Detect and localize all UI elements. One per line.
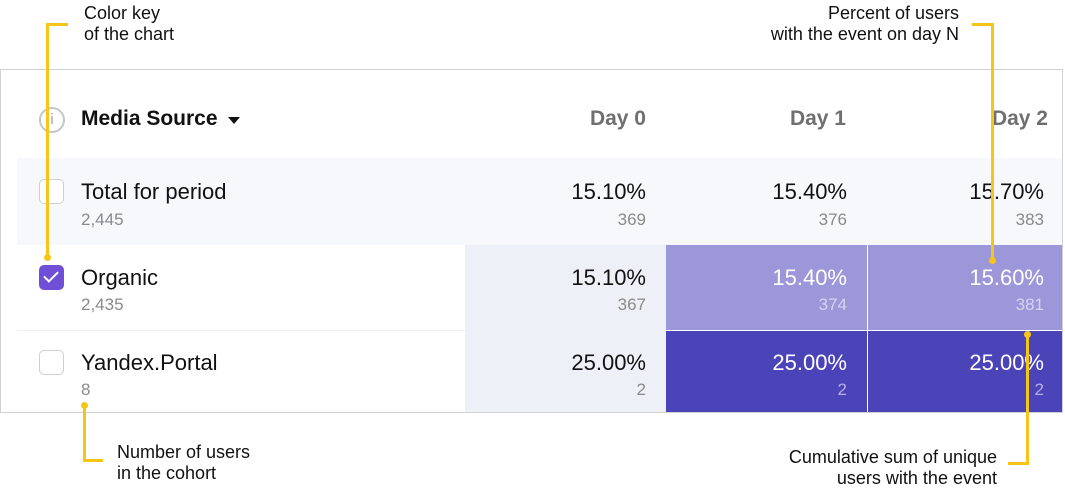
table-cell-heat: 15.60% 381 xyxy=(868,245,1062,330)
cell-count: 374 xyxy=(818,295,847,314)
callout-line xyxy=(972,23,994,26)
callout-cohort-users-line2: in the cohort xyxy=(117,463,217,483)
callout-cumulative-sum: Cumulative sum of unique users with the … xyxy=(789,447,997,489)
table-cell: 15.40% 376 xyxy=(666,158,867,245)
cell-count: 383 xyxy=(1015,210,1044,229)
info-icon[interactable]: i xyxy=(39,107,65,133)
callout-color-key-line2: of the chart xyxy=(84,24,175,44)
cell-percent: 15.10% xyxy=(571,179,646,204)
media-source-label: Media Source xyxy=(81,107,218,130)
cell-percent: 25.00% xyxy=(772,350,847,375)
cell-percent: 15.60% xyxy=(969,265,1044,290)
callout-line xyxy=(1008,462,1029,465)
row-checkbox-organic[interactable] xyxy=(39,265,64,290)
row-name-yandex-portal: Yandex.Portal xyxy=(81,350,218,375)
table-cell-heat: 25.00% 2 xyxy=(666,331,867,412)
row-name-organic: Organic xyxy=(81,265,159,290)
caret-down-icon xyxy=(227,116,240,124)
row-checkbox-total[interactable] xyxy=(39,179,64,204)
callout-cumulative-sum-line1: Cumulative sum of unique xyxy=(788,447,997,467)
table-row-organic-label-cell: Organic 2,435 xyxy=(17,245,465,330)
cell-percent: 15.10% xyxy=(571,265,646,290)
callout-cumulative-sum-line2: users with the event xyxy=(836,468,997,488)
callout-dot xyxy=(44,254,51,261)
cell-count: 2 xyxy=(837,380,847,399)
row-checkbox-yandex-portal[interactable] xyxy=(39,350,64,375)
table-row-total-label-cell: Total for period 2,445 xyxy=(17,158,465,245)
cell-count: 2 xyxy=(636,380,646,399)
cell-count: 367 xyxy=(617,295,646,314)
table-cell: 25.00% 2 xyxy=(465,330,666,412)
cohort-table: i Media Source Day 0 Day 1 Day 2 Total f… xyxy=(0,69,1063,413)
column-header-day-2[interactable]: Day 2 xyxy=(991,107,1048,130)
callout-dot xyxy=(81,402,88,409)
table-cell: 15.70% 383 xyxy=(867,158,1062,245)
callout-line xyxy=(83,459,103,462)
column-header-day-1[interactable]: Day 1 xyxy=(789,107,846,130)
row-name-total: Total for period xyxy=(81,179,227,204)
cell-percent: 15.70% xyxy=(969,179,1044,204)
table-cell-heat: 25.00% 2 xyxy=(868,331,1062,412)
callout-line xyxy=(991,23,994,259)
cell-percent: 15.40% xyxy=(772,179,847,204)
callout-line xyxy=(1026,333,1029,465)
cell-percent: 25.00% xyxy=(969,350,1044,375)
row-count-total: 2,445 xyxy=(81,210,124,229)
row-count-organic: 2,435 xyxy=(81,295,124,314)
callout-line xyxy=(46,23,68,26)
callout-cohort-users: Number of users in the cohort xyxy=(117,442,250,484)
callout-color-key-line1: Color key xyxy=(84,3,161,23)
callout-color-key: Color key of the chart xyxy=(84,3,174,45)
callout-cohort-users-line1: Number of users xyxy=(117,442,251,462)
cell-percent: 25.00% xyxy=(571,350,646,375)
callout-percent-users-line1: Percent of users xyxy=(827,3,959,23)
column-header-day-0[interactable]: Day 0 xyxy=(589,107,646,130)
callout-percent-users: Percent of users with the event on day N xyxy=(771,3,959,45)
row-count-yandex-portal: 8 xyxy=(81,380,91,399)
cell-count: 2 xyxy=(1034,380,1044,399)
callout-line xyxy=(46,23,49,256)
table-cell-heat: 15.40% 374 xyxy=(666,245,867,330)
cell-percent: 15.40% xyxy=(772,265,847,290)
cell-count: 369 xyxy=(617,210,646,229)
table-header: i Media Source Day 0 Day 1 Day 2 xyxy=(1,70,1062,158)
table-cell: 15.10% 369 xyxy=(465,158,666,245)
media-source-dropdown[interactable]: Media Source xyxy=(81,107,240,131)
callout-line xyxy=(83,404,86,462)
callout-dot xyxy=(1024,331,1031,338)
row-divider xyxy=(17,330,465,331)
callout-dot xyxy=(989,257,996,264)
cell-count: 381 xyxy=(1015,295,1044,314)
callout-percent-users-line2: with the event on day N xyxy=(770,24,959,44)
table-row-yandex-label-cell: Yandex.Portal 8 xyxy=(17,331,465,412)
table-cell: 15.10% 367 xyxy=(465,245,666,330)
cell-count: 376 xyxy=(818,210,847,229)
